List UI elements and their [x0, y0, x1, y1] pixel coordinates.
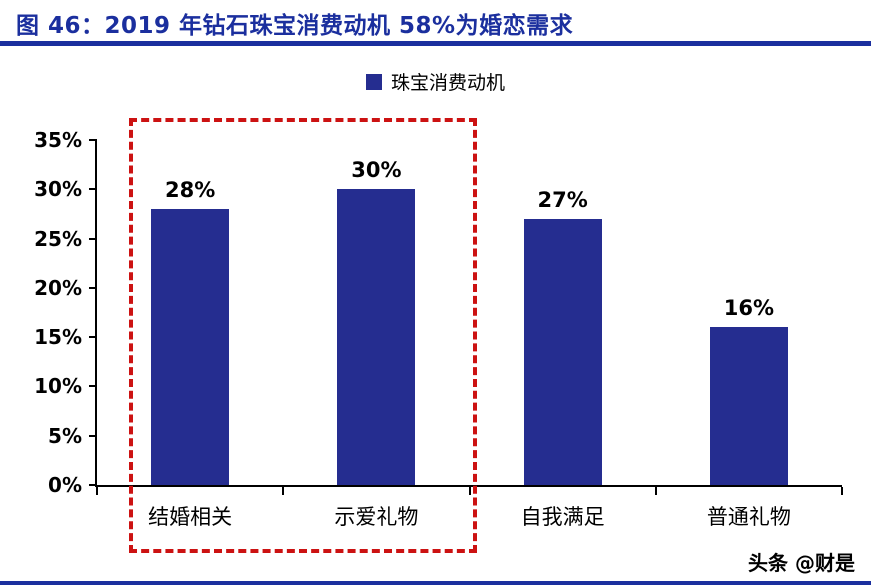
chart-legend: 珠宝消费动机 [0, 68, 871, 95]
x-axis-tick [96, 487, 98, 495]
y-tick-mark [89, 336, 97, 339]
x-axis-tick [282, 487, 285, 495]
y-tick-label: 35% [34, 128, 82, 152]
y-axis-tick: 25% [30, 227, 97, 251]
bar-1: 28% [151, 178, 230, 485]
x-axis-category-label: 自我满足 [520, 505, 605, 529]
x-axis-category-label: 普通礼物 [706, 505, 791, 529]
y-tick-label: 25% [34, 226, 82, 251]
plot-area: 28% 30% 27% 16% 结婚相关 示爱礼物 自我满足 普通礼物 0% 5% 10% 15%… [34, 128, 843, 529]
y-tick-label: 5% [48, 423, 82, 448]
x-axis-tick [654, 487, 657, 495]
legend-swatch [365, 73, 382, 90]
y-tick-label: 0% [48, 473, 82, 497]
bar-chart: 28% 30% 27% 16% 结婚相关 示爱礼物 自我满足 普通礼物 0% 5% 10% 15%… [22, 110, 852, 560]
y-tick-mark [89, 484, 97, 486]
x-axis-category-label: 结婚相关 [148, 505, 233, 529]
title-rule [0, 41, 871, 46]
watermark: 头条 @财是 [748, 551, 855, 575]
y-tick-mark [89, 286, 97, 289]
y-axis-tick: 35% [30, 128, 97, 152]
x-axis-tick [841, 487, 843, 495]
y-axis-tick: 10% [30, 374, 97, 398]
y-tick-mark [89, 385, 97, 388]
legend-label: 珠宝消费动机 [390, 72, 505, 94]
bar-value-label: 28% [164, 178, 216, 202]
y-tick-mark [89, 237, 97, 240]
bar-column: 16% [656, 140, 842, 485]
x-axis-tick [468, 487, 471, 495]
y-axis-tick: 20% [30, 276, 97, 300]
bar-value-label: 27% [537, 187, 588, 212]
highlight-box [129, 118, 477, 553]
y-axis-tick: 5% [30, 424, 97, 448]
x-axis-category-label: 示爱礼物 [334, 505, 419, 529]
bar-value-label: 30% [351, 158, 402, 183]
y-tick-mark [89, 434, 97, 437]
figure-title: 图 46：2019 年钻石珠宝消费动机 58%为婚恋需求 [16, 13, 574, 39]
footer-rule [0, 581, 871, 585]
y-axis-tick: 15% [30, 325, 97, 349]
bar-2: 30% [337, 158, 416, 485]
y-tick-mark [89, 188, 97, 191]
y-tick-mark [89, 139, 97, 141]
y-axis-tick: 30% [30, 177, 97, 201]
bar-3: 27% [523, 188, 602, 485]
bar-value-label: 16% [723, 296, 775, 321]
y-tick-label: 30% [34, 177, 82, 202]
bar-columns: 28% 30% 27% 16% [97, 140, 842, 485]
y-tick-label: 20% [34, 275, 82, 300]
y-tick-label: 10% [34, 374, 82, 399]
bar-column: 30% [283, 140, 469, 485]
y-axis-tick: 0% [30, 473, 97, 497]
bar-4: 16% [709, 296, 788, 485]
bar-column: 28% [97, 140, 283, 485]
x-axis-labels: 结婚相关 示爱礼物 自我满足 普通礼物 [97, 485, 842, 531]
bar-column: 27% [470, 140, 656, 485]
y-tick-label: 15% [34, 325, 82, 350]
